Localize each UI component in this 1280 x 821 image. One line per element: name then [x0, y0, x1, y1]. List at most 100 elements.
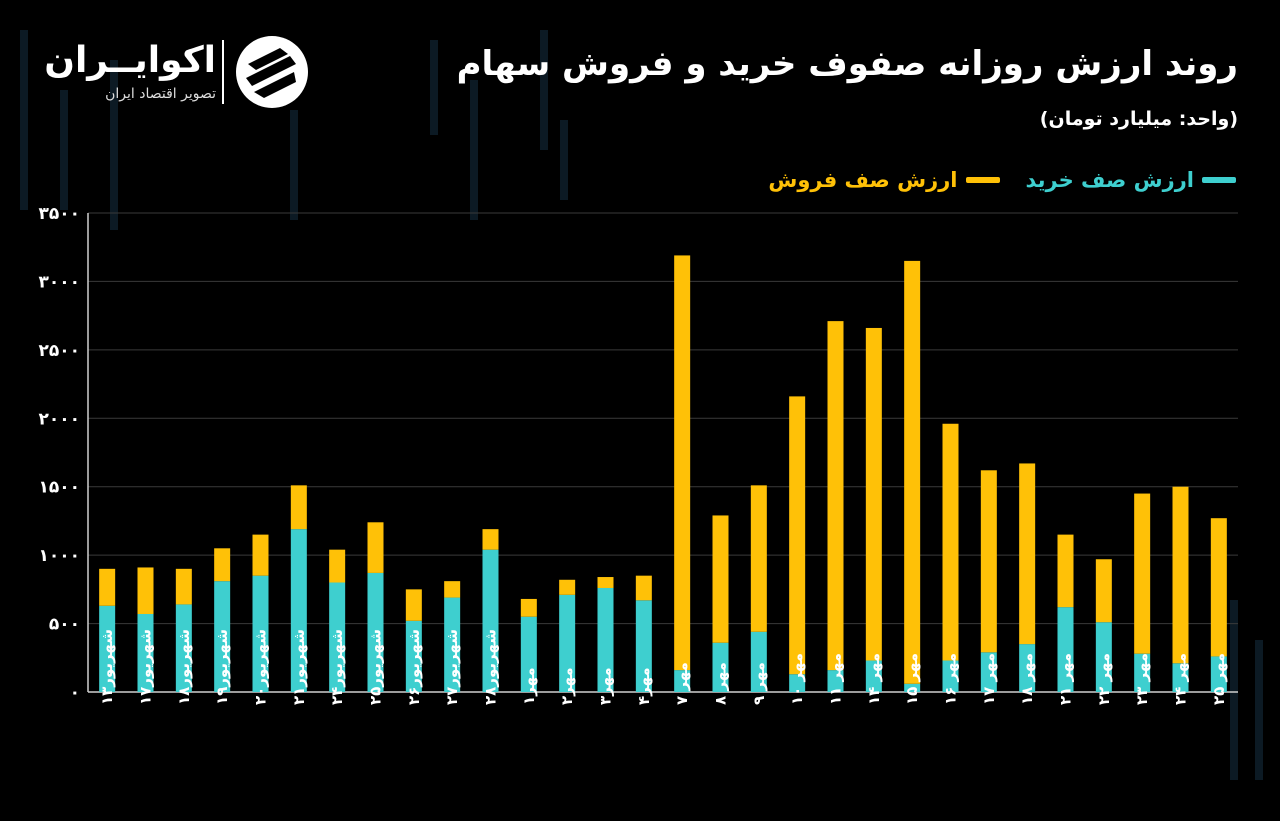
bar-buy [175, 604, 192, 692]
brand-name: اکوایــران [44, 40, 216, 81]
bar-buy [137, 613, 154, 692]
bar-buy [252, 575, 269, 692]
x-tick-label: شهریور۲۸ [482, 629, 500, 705]
bar-buy [482, 549, 499, 692]
bar-sell [1019, 463, 1036, 645]
y-tick-label: ۰ [70, 683, 80, 703]
x-tick-label: مهر ۲۴ [1172, 653, 1190, 705]
bar-buy [635, 600, 652, 692]
bar-buy [1019, 644, 1036, 692]
legend-label-buy: ارزش صف خرید [1025, 168, 1195, 192]
bar-buy [1057, 607, 1074, 692]
chart-unit: (واحد: میلیارد تومان) [1039, 108, 1238, 130]
bar-sell [635, 575, 652, 601]
x-tick-label: مهر۴ [635, 667, 653, 705]
x-tick-label: شهریور۲۷ [443, 629, 461, 705]
bar-buy [329, 582, 346, 692]
bar-sell [1210, 518, 1227, 657]
bar-sell [559, 579, 576, 595]
bar-sell [329, 549, 346, 583]
bar-buy [520, 616, 537, 692]
bar-buy [712, 642, 729, 692]
x-tick-label: مهر ۱۰ [788, 653, 806, 705]
bar-sell [980, 470, 997, 653]
bg-candle [60, 90, 68, 210]
x-tick-label: مهر ۸ [712, 662, 730, 705]
bar-buy [1095, 622, 1112, 692]
x-tick-label: شهریور۲۴ [328, 629, 346, 705]
legend: ارزش صف خرید ارزش صف فروش [768, 168, 1236, 192]
bar-sell [1134, 493, 1151, 654]
x-tick-label: مهر۳ [597, 667, 615, 705]
bar-buy [1172, 663, 1189, 692]
bar-buy [214, 581, 231, 692]
chart-title: روند ارزش روزانه صفوف خرید و فروش سهام [456, 44, 1238, 84]
bg-candle [20, 30, 28, 210]
bar-sell [444, 581, 461, 598]
bg-candle [470, 80, 478, 220]
bar-buy [99, 605, 116, 692]
bar-sell [1095, 559, 1112, 623]
bar-sell [712, 515, 729, 643]
bar-buy [865, 660, 882, 692]
x-tick-label: شهریور۲۱ [290, 629, 308, 705]
bar-buy [290, 529, 307, 692]
bg-candle [110, 60, 118, 230]
x-tick-label: مهر ۱۷ [980, 653, 998, 705]
x-tick-label: شهریور۱۹ [213, 629, 231, 705]
bar-sell [175, 568, 192, 605]
bar-sell [904, 260, 921, 684]
legend-swatch-sell [965, 177, 1000, 183]
bg-candle [540, 30, 548, 150]
x-tick-label: شهریور۱۸ [175, 629, 193, 705]
x-tick-label: مهر ۱۶ [942, 653, 960, 705]
y-tick-label: ۲۵۰۰ [38, 341, 80, 361]
logo-separator [222, 40, 224, 104]
x-tick-label: مهر ۹ [750, 662, 768, 705]
bar-sell [214, 548, 231, 582]
x-tick-label: شهریور۲۰ [252, 629, 270, 705]
bg-candle [430, 40, 438, 135]
y-tick-label: ۲۰۰۰ [38, 409, 80, 429]
bar-buy [597, 587, 614, 692]
bar-buy [444, 597, 461, 692]
x-tick-label: مهر ۲۱ [1057, 653, 1075, 705]
x-tick-label: مهر ۱۸ [1018, 653, 1036, 705]
x-tick-label: مهر ۲۳ [1133, 653, 1151, 705]
legend-label-sell: ارزش صف فروش [768, 168, 958, 192]
y-tick-label: ۳۰۰۰ [38, 272, 80, 292]
bar-buy [674, 670, 691, 692]
x-tick-label: شهریور۲۵ [367, 629, 385, 705]
x-tick-label: مهر ۲۵ [1210, 653, 1228, 705]
bar-buy [405, 620, 422, 692]
bar-sell [290, 485, 307, 530]
x-tick-label: مهر۲ [558, 667, 576, 705]
bar-sell [99, 568, 116, 606]
x-tick-label: مهر ۲۲ [1095, 653, 1113, 705]
bar-sell [137, 567, 154, 614]
bar-sell [827, 321, 844, 671]
bar-buy [1210, 656, 1227, 692]
y-tick-label: ۱۵۰۰ [38, 478, 80, 498]
bar-sell [942, 423, 959, 661]
bar-buy [789, 674, 806, 692]
bg-candle [560, 120, 568, 200]
bar-sell [674, 255, 691, 671]
bar-sell [750, 485, 767, 632]
bar-buy [1134, 653, 1151, 692]
bg-candle [290, 110, 298, 220]
bar-sell [1172, 486, 1189, 664]
bar-sell [367, 522, 384, 573]
bar-buy [980, 652, 997, 692]
ecoiran-logo-icon [236, 36, 308, 108]
x-tick-label: شهریور۲۶ [405, 629, 423, 705]
x-tick-label: مهر ۱۴ [865, 653, 883, 705]
x-tick-label: مهر ۷ [673, 662, 691, 705]
bg-candle [1230, 600, 1238, 780]
bar-sell [482, 529, 499, 550]
bar-sell [597, 577, 614, 588]
x-tick-label: مهر۱ [520, 667, 538, 705]
bg-candle [1255, 640, 1263, 780]
